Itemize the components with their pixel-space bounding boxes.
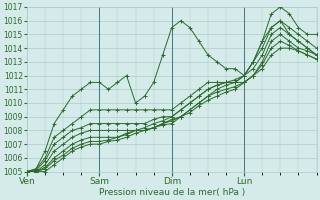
X-axis label: Pression niveau de la mer( hPa ): Pression niveau de la mer( hPa ) (99, 188, 245, 197)
